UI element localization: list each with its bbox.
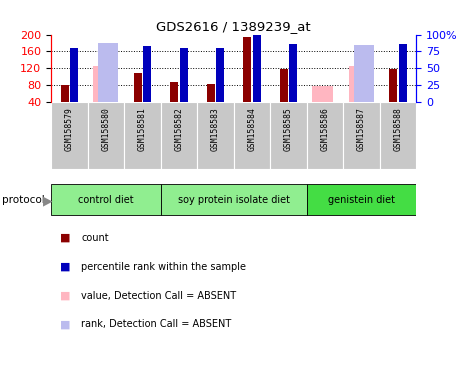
Bar: [170, 83, 178, 102]
Bar: [389, 69, 397, 102]
Bar: [307, 184, 416, 215]
Text: protocol: protocol: [2, 195, 45, 205]
Text: GSM158584: GSM158584: [247, 107, 256, 151]
Bar: [243, 37, 251, 102]
Bar: [307, 102, 343, 169]
Text: GSM158580: GSM158580: [101, 107, 110, 151]
Bar: [216, 48, 224, 102]
Text: GSM158583: GSM158583: [211, 107, 220, 151]
Bar: [354, 45, 374, 102]
Bar: [312, 86, 332, 102]
Text: rank, Detection Call = ABSENT: rank, Detection Call = ABSENT: [81, 319, 232, 329]
Text: ■: ■: [60, 291, 71, 301]
Bar: [279, 69, 288, 102]
Text: control diet: control diet: [78, 195, 134, 205]
Text: GSM158586: GSM158586: [320, 107, 329, 151]
Bar: [70, 48, 78, 102]
Text: genistein diet: genistein diet: [328, 195, 395, 205]
Bar: [289, 44, 297, 102]
Bar: [98, 43, 119, 102]
Bar: [270, 102, 307, 169]
Bar: [87, 102, 124, 169]
Bar: [343, 102, 379, 169]
Text: percentile rank within the sample: percentile rank within the sample: [81, 262, 246, 272]
Text: GSM158579: GSM158579: [65, 107, 74, 151]
Bar: [51, 184, 161, 215]
Bar: [380, 102, 416, 169]
Bar: [133, 73, 142, 102]
Text: value, Detection Call = ABSENT: value, Detection Call = ABSENT: [81, 291, 237, 301]
Bar: [252, 25, 261, 102]
Bar: [179, 48, 188, 102]
Bar: [161, 102, 197, 169]
Text: count: count: [81, 233, 109, 243]
Bar: [399, 44, 407, 102]
Bar: [206, 84, 215, 102]
Text: ■: ■: [60, 233, 71, 243]
Text: soy protein isolate diet: soy protein isolate diet: [178, 195, 290, 205]
Bar: [93, 66, 113, 102]
Text: ■: ■: [60, 262, 71, 272]
Text: GSM158582: GSM158582: [174, 107, 183, 151]
Bar: [51, 102, 87, 169]
Bar: [124, 102, 161, 169]
Bar: [197, 102, 234, 169]
Bar: [161, 184, 307, 215]
Text: GSM158581: GSM158581: [138, 107, 147, 151]
Text: GSM158585: GSM158585: [284, 107, 293, 151]
Bar: [349, 66, 369, 102]
Bar: [234, 102, 270, 169]
Title: GDS2616 / 1389239_at: GDS2616 / 1389239_at: [156, 20, 311, 33]
Text: GSM158588: GSM158588: [393, 107, 402, 151]
Text: ■: ■: [60, 319, 71, 329]
Text: ▶: ▶: [43, 194, 53, 207]
Bar: [60, 85, 69, 102]
Bar: [143, 46, 151, 102]
Text: GSM158587: GSM158587: [357, 107, 366, 151]
